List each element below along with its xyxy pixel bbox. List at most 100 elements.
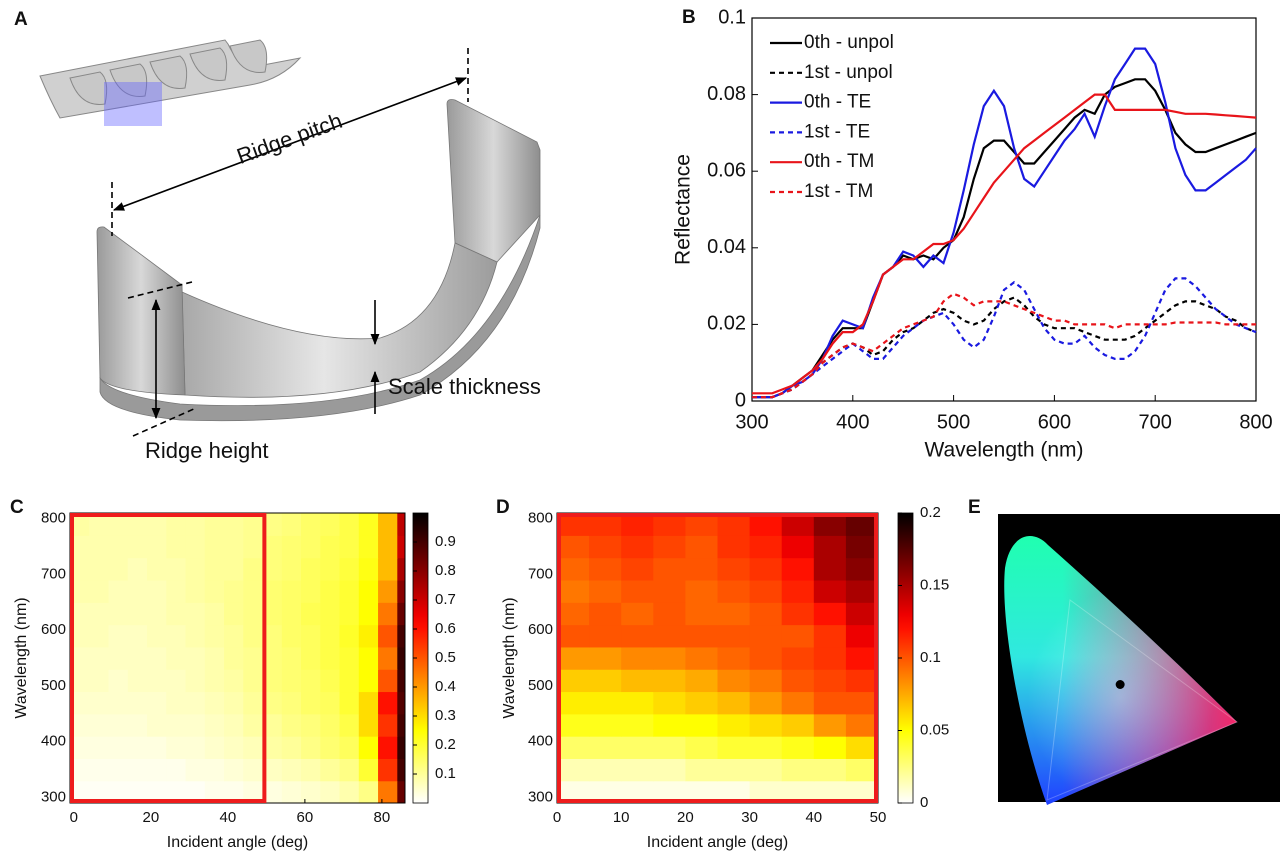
heatmap-cell	[589, 669, 622, 693]
heatmap-cell	[749, 513, 783, 536]
dimension-lines	[111, 48, 469, 437]
heatmap-cell	[653, 691, 686, 715]
heatmap-cell	[108, 535, 129, 559]
legend-label: 0th - unpol	[804, 32, 894, 53]
heatmap-cell	[243, 624, 264, 648]
heatmap-cell	[717, 758, 751, 782]
y-tick-label: 0.04	[707, 236, 746, 258]
heatmap-cell	[378, 780, 398, 803]
heatmap-cell	[557, 780, 590, 803]
heatmap-cell	[653, 513, 686, 536]
heatmap-cell	[397, 691, 405, 715]
heatmap-cell	[166, 535, 187, 559]
heatmap-cell	[397, 713, 405, 737]
heatmap-cell	[781, 535, 815, 559]
heatmap-cell	[70, 780, 90, 803]
colorbar-tick-label: 0.2	[920, 504, 941, 521]
colorbar-tick-label: 0.15	[920, 576, 949, 593]
heatmap-cell	[108, 713, 129, 737]
heatmap-cell	[845, 691, 878, 715]
heatmap-cell	[320, 758, 341, 782]
x-tick-label: 0	[553, 809, 561, 826]
heatmap-cell	[166, 513, 187, 536]
heatmap-cell	[185, 624, 206, 648]
x-tick-label: 0	[70, 809, 78, 826]
heatmap-cell	[781, 624, 815, 648]
heatmap-cell	[281, 557, 302, 581]
heatmap-cell	[108, 513, 129, 536]
heatmap-cell	[301, 602, 321, 626]
heatmap-cell	[147, 513, 167, 536]
heatmap-cell	[717, 624, 751, 648]
heatmap-cell	[281, 780, 302, 803]
heatmap-cell	[717, 780, 751, 803]
heatmap-cell	[685, 713, 719, 737]
series-line	[752, 47, 1257, 399]
x-tick-label: 10	[613, 809, 630, 826]
heatmap-cell	[185, 669, 206, 693]
heatmap-cell	[301, 713, 321, 737]
heatmap-cell	[301, 780, 321, 803]
heatmap-cell	[557, 713, 590, 737]
heatmap-cell	[185, 691, 206, 715]
x-tick-label: 20	[143, 809, 160, 826]
heatmap-cell	[262, 535, 283, 559]
heatmap-cell	[108, 691, 129, 715]
heatmap-cell	[653, 646, 686, 670]
heatmap-cell	[281, 579, 302, 603]
heatmap-cell	[717, 691, 751, 715]
heatmap-cell	[262, 780, 283, 803]
heatmap-cell	[397, 736, 405, 759]
heatmap-cell	[166, 669, 187, 693]
x-tick-label: 500	[937, 411, 970, 433]
heatmap-cell	[243, 780, 264, 803]
heatmap-cell	[204, 579, 225, 603]
heatmap-cell	[108, 669, 129, 693]
colorbar-tick-label: 0.2	[435, 736, 456, 753]
heatmap-cell	[166, 691, 187, 715]
heatmap-cell	[301, 736, 321, 759]
heatmap-cell	[224, 736, 244, 759]
heatmap-cell	[224, 579, 244, 603]
x-axis-label: Incident angle (deg)	[167, 834, 308, 851]
heatmap-cell	[89, 579, 110, 603]
heatmap-cell	[339, 602, 360, 626]
heatmap-cell	[339, 579, 360, 603]
heatmap-cell	[685, 624, 719, 648]
heatmap-cell	[685, 691, 719, 715]
heatmap-cell	[653, 535, 686, 559]
heatmap-cell	[397, 780, 405, 803]
heatmap-cell	[262, 557, 283, 581]
heatmap-cell	[301, 557, 321, 581]
x-tick-label: 800	[1239, 411, 1272, 433]
heatmap-cell	[281, 602, 302, 626]
heatmap-cell	[813, 669, 847, 693]
x-tick-label: 80	[374, 809, 391, 826]
heatmap-cell	[320, 602, 341, 626]
heatmap-cell	[717, 646, 751, 670]
heatmap-cell	[243, 579, 264, 603]
heatmap-cell	[262, 513, 283, 536]
heatmap-cell	[204, 780, 225, 803]
heatmap-cell	[127, 646, 148, 670]
heatmap-cell	[358, 713, 379, 737]
heatmap-cells	[70, 513, 405, 803]
heatmap-cell	[685, 579, 719, 603]
heatmap-cell	[320, 579, 341, 603]
heatmap-cell	[301, 758, 321, 782]
heatmap-cell	[378, 646, 398, 670]
heatmap-cell	[185, 513, 206, 536]
heatmap-cell	[339, 780, 360, 803]
heatmap-cell	[185, 736, 206, 759]
ridge-array	[39, 39, 302, 126]
heatmap-cell	[589, 758, 622, 782]
heatmap-cell	[358, 579, 379, 603]
heatmap-cell	[845, 669, 878, 693]
heatmap-cell	[653, 602, 686, 626]
heatmap-cell	[281, 646, 302, 670]
heatmap-cell	[301, 535, 321, 559]
heatmap-cell	[320, 624, 341, 648]
heatmap-cell	[127, 691, 148, 715]
heatmap-cell	[185, 713, 206, 737]
